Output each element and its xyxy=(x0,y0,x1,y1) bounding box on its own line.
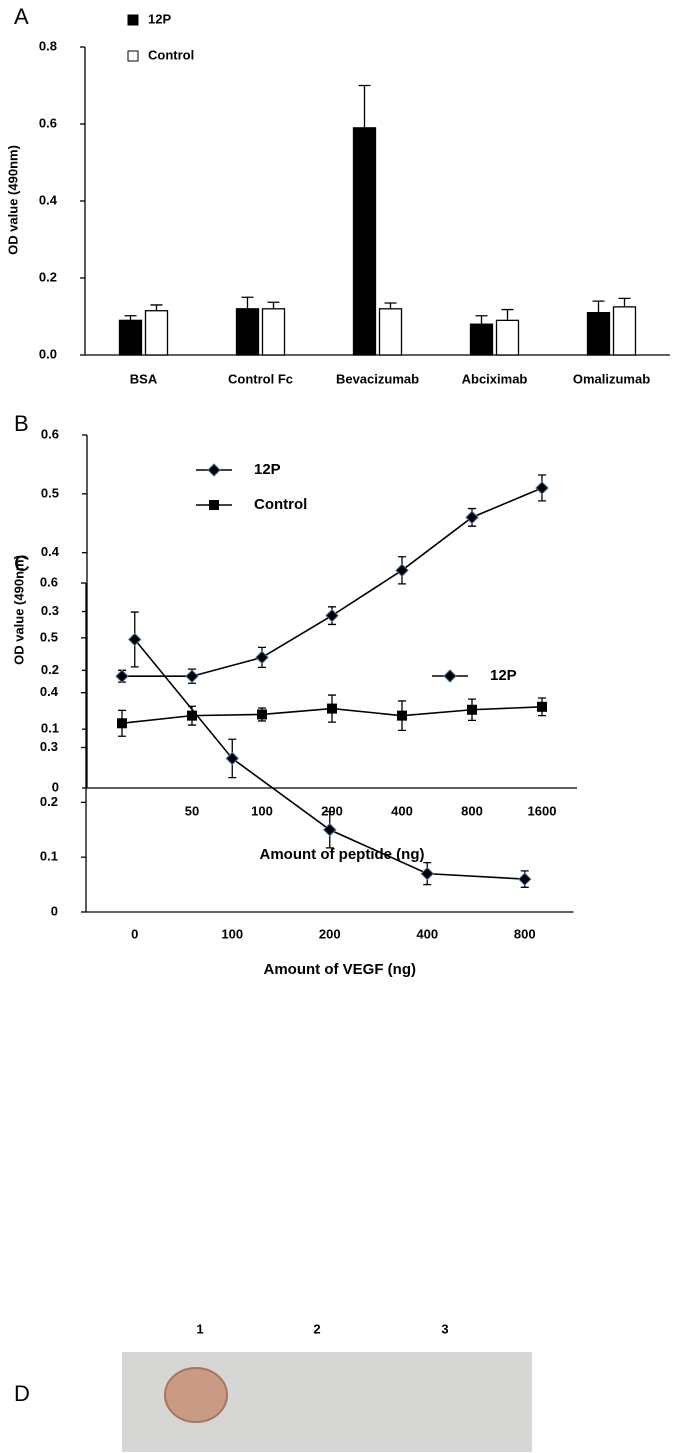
marker xyxy=(257,709,267,720)
bar xyxy=(352,127,377,356)
bar xyxy=(586,311,611,356)
y-tick-label: 0.6 xyxy=(40,574,58,589)
legend-label: 12P xyxy=(148,11,171,26)
x-tick-label: 1600 xyxy=(528,803,557,818)
y-tick-label: 0.6 xyxy=(39,115,57,130)
marker xyxy=(323,823,337,837)
line xyxy=(122,487,543,678)
x-tick-label: BSA xyxy=(130,371,158,386)
x-tick-label: 100 xyxy=(251,803,273,818)
bar xyxy=(118,319,143,356)
x-tick-label: 800 xyxy=(461,803,483,818)
x-tick-label: 100 xyxy=(221,926,243,941)
legend-swatch xyxy=(127,14,139,26)
legend-marker xyxy=(207,463,221,477)
marker xyxy=(327,703,337,714)
x-tick-label: 200 xyxy=(319,926,341,941)
x-axis-label: Amount of VEGF (ng) xyxy=(264,961,416,978)
marker xyxy=(225,751,239,766)
bar xyxy=(235,308,260,356)
y-tick-label: 0 xyxy=(51,903,58,918)
marker xyxy=(467,704,477,715)
x-tick-label: 400 xyxy=(391,803,413,818)
bar xyxy=(144,310,169,356)
x-tick-label: Control Fc xyxy=(228,371,293,386)
panel-label: B xyxy=(14,411,29,436)
y-tick-label: 0.3 xyxy=(41,603,59,618)
marker xyxy=(115,669,129,683)
y-tick-label: 0.2 xyxy=(39,269,57,284)
y-tick-label: 0.4 xyxy=(39,192,58,207)
bar xyxy=(495,319,520,356)
x-tick-label: 50 xyxy=(185,803,199,818)
legend-label: Control xyxy=(254,496,307,513)
y-tick-label: 0.2 xyxy=(41,662,59,677)
x-axis-label: Amount of peptide (ng) xyxy=(260,846,425,863)
y-tick-label: 0.1 xyxy=(40,849,58,864)
x-tick-label: Omalizumab xyxy=(573,371,650,386)
y-tick-label: 0.3 xyxy=(40,739,58,754)
marker xyxy=(465,510,479,525)
x-tick-label: 400 xyxy=(416,926,438,941)
y-tick-label: 0 xyxy=(52,779,59,794)
y-axis-label: OD value (490nm) xyxy=(11,555,26,665)
y-tick-label: 0.5 xyxy=(40,629,58,644)
marker xyxy=(117,718,127,729)
marker xyxy=(187,710,197,721)
lane-label: 3 xyxy=(441,1321,448,1336)
marker xyxy=(518,872,532,886)
y-tick-label: 0.4 xyxy=(41,544,60,559)
lane-label: 1 xyxy=(196,1321,203,1336)
y-tick-label: 0.5 xyxy=(41,485,59,500)
bar xyxy=(612,306,637,356)
legend-swatch xyxy=(127,50,139,62)
legend-marker xyxy=(209,500,219,510)
x-tick-label: 0 xyxy=(131,926,138,941)
marker xyxy=(255,650,269,665)
y-tick-label: 0.1 xyxy=(41,721,59,736)
y-tick-label: 0.0 xyxy=(39,346,57,361)
y-tick-label: 0.2 xyxy=(40,794,58,809)
x-tick-label: Abciximab xyxy=(462,371,528,386)
panel-label: D xyxy=(14,1381,30,1406)
y-axis-label: OD value (490nm) xyxy=(5,145,20,255)
panel-label: C xyxy=(14,551,30,576)
y-tick-label: 0.4 xyxy=(40,684,59,699)
marker xyxy=(128,632,142,647)
legend-marker xyxy=(443,669,457,683)
panel-label: A xyxy=(14,4,29,29)
legend-label: 12P xyxy=(254,461,281,478)
marker xyxy=(420,866,434,881)
bar xyxy=(261,308,286,356)
legend-label: Control xyxy=(148,47,194,62)
y-tick-label: 0.6 xyxy=(41,426,59,441)
blot-dot xyxy=(164,1367,228,1423)
marker xyxy=(185,669,199,683)
bar xyxy=(378,308,403,356)
x-tick-label: 800 xyxy=(514,926,536,941)
marker xyxy=(535,481,549,495)
x-tick-label: Bevacizumab xyxy=(336,371,419,386)
x-tick-label: 200 xyxy=(321,803,343,818)
y-tick-label: 0.8 xyxy=(39,38,57,53)
marker xyxy=(397,710,407,721)
legend-label: 12P xyxy=(490,667,517,684)
marker xyxy=(537,701,547,712)
marker xyxy=(395,563,409,578)
lane-label: 2 xyxy=(313,1321,320,1336)
bar xyxy=(469,323,494,356)
marker xyxy=(325,608,339,623)
